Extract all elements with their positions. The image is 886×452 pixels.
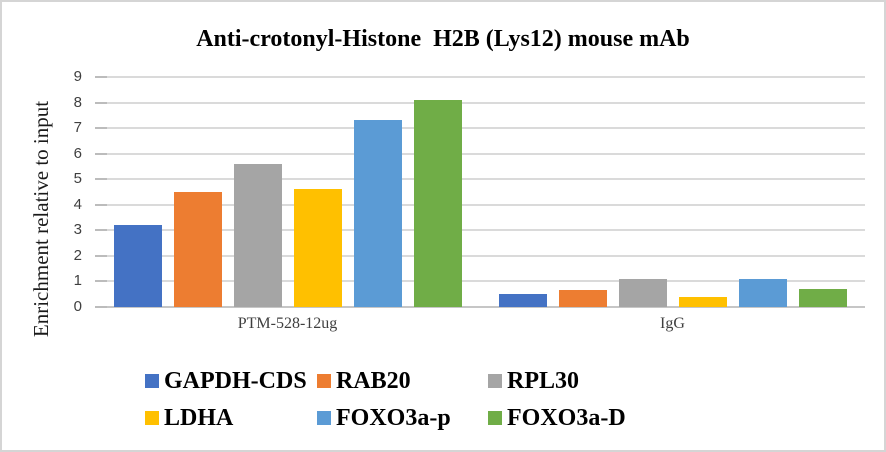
y-axis-tick-4 [95, 203, 107, 206]
gridline-3 [95, 229, 865, 232]
legend-item-rab20: RAB20 [317, 365, 411, 397]
x-axis-category-label-ptm-528-12ug: PTM-528-12ug [237, 315, 338, 332]
y-axis-tick-1 [95, 280, 107, 283]
gridline-5 [95, 178, 865, 181]
gridline-7 [95, 127, 865, 130]
chart-title: Anti-crotonyl-Histone H2B (Lys12) mouse … [196, 26, 690, 52]
y-axis-tick-label-1: 1 [73, 272, 82, 290]
gridline-9 [95, 76, 865, 78]
y-axis-tick-label-2: 2 [73, 246, 82, 264]
y-axis-tick-3 [95, 229, 107, 232]
gridline-6 [95, 152, 865, 155]
y-axis-tick-6 [95, 152, 107, 155]
gridline-0 [95, 306, 865, 308]
bar-foxo3a-d-igg [798, 289, 847, 307]
legend-swatch-foxo3a-p [317, 411, 331, 425]
bar-ldha-ptm-528-12ug [293, 189, 342, 307]
y-axis-tick-5 [95, 178, 107, 181]
gridline-2 [95, 254, 865, 257]
bar-rab20-ptm-528-12ug [173, 192, 222, 307]
gridline-8 [95, 101, 865, 104]
x-axis-category-label-igg: IgG [660, 315, 685, 332]
bar-foxo3a-d-ptm-528-12ug [413, 100, 462, 307]
y-axis-tick-label-7: 7 [73, 119, 82, 137]
y-axis-tick-label-8: 8 [73, 93, 82, 111]
bar-gapdh-cds-igg [498, 294, 547, 307]
legend-swatch-ldha [145, 411, 159, 425]
bar-foxo3a-p-igg [738, 278, 787, 307]
bar-rab20-igg [558, 290, 607, 307]
y-axis-tick-0 [95, 306, 107, 308]
bar-gapdh-cds-ptm-528-12ug [113, 225, 162, 307]
y-axis-tick-2 [95, 254, 107, 257]
bar-rpl30-igg [618, 278, 667, 307]
legend-swatch-rab20 [317, 374, 331, 388]
y-axis-tick-9 [95, 76, 107, 78]
gridline-1 [95, 280, 865, 283]
y-axis-tick-label-6: 6 [73, 144, 82, 162]
y-axis-tick-label-0: 0 [73, 298, 82, 315]
y-axis-tick-label-9: 9 [73, 68, 82, 85]
legend-item-rpl30: RPL30 [488, 365, 579, 397]
bar-foxo3a-p-ptm-528-12ug [353, 120, 402, 307]
legend-label-gapdh-cds: GAPDH-CDS [164, 367, 307, 394]
y-axis-tick-label-5: 5 [73, 170, 82, 188]
legend-label-foxo3a-d: FOXO3a-D [507, 404, 626, 431]
legend-label-rab20: RAB20 [336, 367, 411, 394]
legend-swatch-gapdh-cds [145, 374, 159, 388]
gridline-4 [95, 203, 865, 206]
legend-label-rpl30: RPL30 [507, 367, 579, 394]
legend-item-ldha: LDHA [145, 402, 233, 434]
y-axis-tick-label-3: 3 [73, 221, 82, 239]
legend-item-foxo3a-d: FOXO3a-D [488, 402, 626, 434]
legend-swatch-rpl30 [488, 374, 502, 388]
y-axis-tick-7 [95, 127, 107, 130]
plot-area [95, 76, 865, 308]
legend-label-foxo3a-p: FOXO3a-p [336, 404, 451, 431]
bar-rpl30-ptm-528-12ug [233, 163, 282, 307]
y-axis-tick-label-4: 4 [73, 195, 82, 213]
legend-item-gapdh-cds: GAPDH-CDS [145, 365, 307, 397]
legend-label-ldha: LDHA [164, 404, 234, 431]
y-axis-tick-8 [95, 101, 107, 104]
legend-swatch-foxo3a-d [488, 411, 502, 425]
legend-item-foxo3a-p: FOXO3a-p [317, 402, 451, 434]
bar-ldha-igg [678, 296, 727, 307]
